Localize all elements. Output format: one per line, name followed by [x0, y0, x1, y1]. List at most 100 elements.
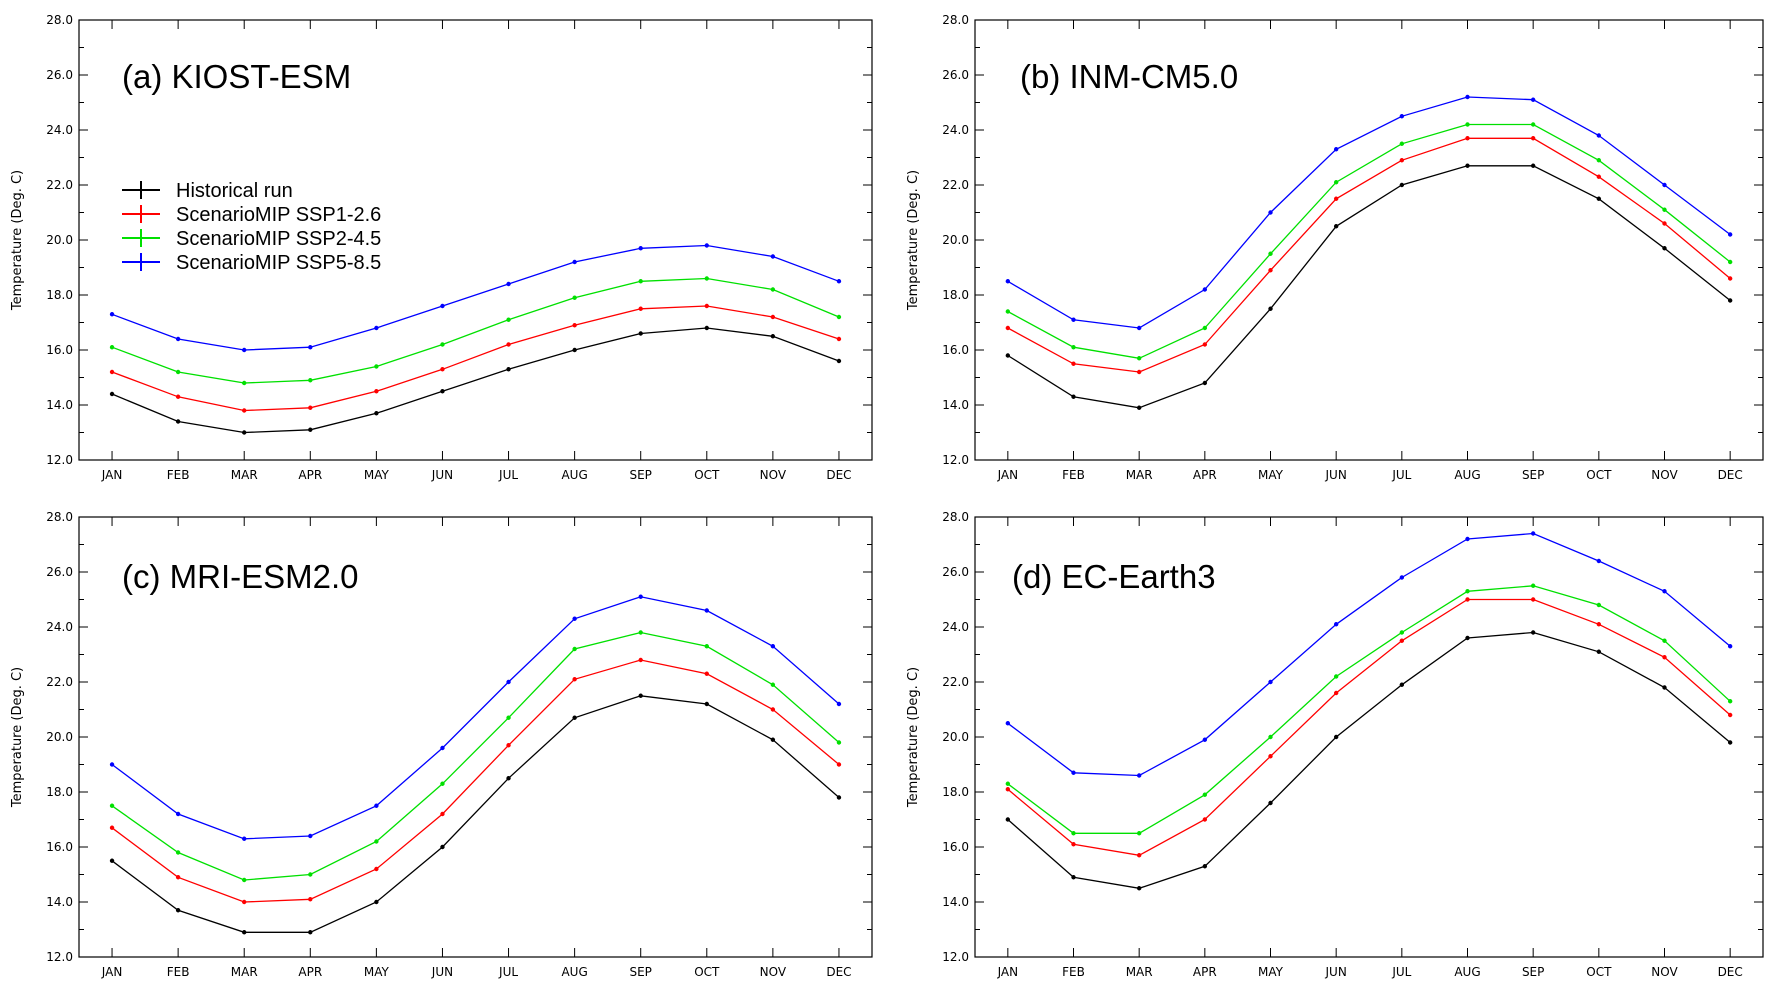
- series-line-3: [1007, 123, 1731, 359]
- data-point: [1333, 690, 1339, 696]
- chart-panel-4: 12.0 14.0 16.0 18.0 20.0 22.0 24.0 26.0 28.0 JAN F…: [906, 510, 1764, 979]
- x-tick-label: FEB: [1062, 965, 1085, 979]
- data-point: [1465, 536, 1470, 542]
- data-point: [1465, 163, 1470, 168]
- y-tick-label: 12.0: [942, 950, 969, 964]
- series-line-3: [1007, 585, 1731, 834]
- series-line-2: [1007, 137, 1731, 373]
- data-point: [1727, 232, 1733, 237]
- data-point: [1005, 721, 1011, 726]
- series-line-1: [1007, 165, 1731, 409]
- series-line-4: [1007, 532, 1731, 777]
- data-point: [1268, 210, 1273, 215]
- data-point: [109, 803, 115, 808]
- data-point: [1333, 674, 1339, 679]
- data-point: [1136, 356, 1142, 361]
- x-tick-label: APR: [298, 468, 322, 482]
- data-point: [109, 825, 115, 830]
- data-point: [175, 394, 181, 399]
- data-point: [308, 345, 313, 350]
- data-point: [836, 795, 842, 800]
- data-point: [1071, 394, 1076, 399]
- data-point: [638, 331, 643, 336]
- y-tick-label: 18.0: [46, 288, 73, 302]
- data-point: [1399, 575, 1405, 580]
- y-tick-label: 18.0: [46, 785, 73, 799]
- series-line-2: [111, 305, 840, 412]
- y-tick-label: 12.0: [942, 453, 969, 467]
- x-tick-label: NOV: [760, 468, 787, 482]
- data-point: [1399, 114, 1405, 119]
- y-tick-label: 22.0: [942, 675, 969, 689]
- x-tick-label: MAR: [1126, 965, 1153, 979]
- data-point: [374, 389, 379, 394]
- data-point: [1662, 589, 1667, 594]
- data-point: [1596, 622, 1602, 627]
- panel-title: (b) INM-CM5.0: [1020, 58, 1238, 95]
- data-point: [109, 345, 115, 350]
- data-point: [440, 844, 445, 850]
- x-tick-label: FEB: [167, 468, 190, 482]
- data-point: [572, 677, 577, 682]
- data-point: [770, 707, 776, 712]
- x-tick-label: JUN: [431, 468, 453, 482]
- data-point: [308, 930, 313, 935]
- x-tick-label: MAY: [1258, 965, 1284, 979]
- panel-title: (c) MRI-ESM2.0: [122, 558, 359, 595]
- data-point: [1136, 369, 1142, 375]
- data-point: [374, 839, 379, 844]
- data-point: [1071, 770, 1076, 775]
- y-tick-label: 22.0: [46, 675, 73, 689]
- y-tick-label: 28.0: [46, 510, 73, 524]
- data-point: [1136, 405, 1142, 410]
- data-point: [1596, 174, 1602, 179]
- series-line-1: [111, 327, 840, 434]
- panel-title: (a) KIOST-ESM: [122, 58, 351, 95]
- legend-entry-label: ScenarioMIP SSP5-8.5: [176, 252, 381, 274]
- data-point: [440, 342, 445, 347]
- data-point: [1399, 638, 1405, 643]
- x-tick-label: SEP: [1522, 468, 1544, 482]
- data-point: [704, 701, 709, 707]
- data-point: [1071, 831, 1076, 836]
- y-tick-label: 18.0: [942, 785, 969, 799]
- data-point: [1399, 141, 1405, 146]
- data-point: [1530, 163, 1536, 168]
- data-point: [175, 419, 181, 424]
- data-point: [374, 899, 379, 905]
- x-tick-label: DEC: [826, 965, 851, 979]
- chart-panel-2: 12.0 14.0 16.0 18.0 20.0 22.0 24.0 26.0 28.0 JAN F…: [906, 13, 1764, 482]
- data-point: [1136, 325, 1142, 331]
- y-axis-label: Temperature (Deg. C): [906, 667, 921, 808]
- data-point: [506, 679, 511, 685]
- data-point: [1202, 817, 1208, 822]
- y-tick-label: 26.0: [46, 565, 73, 579]
- x-tick-label: JAN: [101, 965, 123, 979]
- data-point: [1465, 635, 1470, 641]
- x-tick-label: JUL: [498, 468, 518, 482]
- series-line-3: [111, 631, 840, 881]
- y-tick-label: 16.0: [942, 343, 969, 357]
- data-point: [1005, 787, 1011, 792]
- data-point: [770, 254, 776, 259]
- data-point: [506, 367, 511, 372]
- data-point: [836, 279, 842, 284]
- data-point: [572, 347, 577, 353]
- data-point: [175, 811, 181, 817]
- data-point: [572, 323, 577, 328]
- y-tick-label: 20.0: [942, 233, 969, 247]
- data-point: [1268, 268, 1273, 273]
- series-line-2: [111, 659, 840, 903]
- data-point: [1530, 136, 1536, 141]
- data-point: [836, 701, 842, 707]
- x-tick-label: JUN: [1325, 468, 1347, 482]
- data-point: [1596, 649, 1602, 654]
- data-point: [770, 737, 776, 742]
- y-tick-label: 22.0: [46, 178, 73, 192]
- data-point: [109, 312, 115, 317]
- data-point: [374, 325, 379, 331]
- data-point: [1727, 298, 1733, 303]
- data-point: [1136, 831, 1142, 836]
- data-point: [1530, 597, 1536, 602]
